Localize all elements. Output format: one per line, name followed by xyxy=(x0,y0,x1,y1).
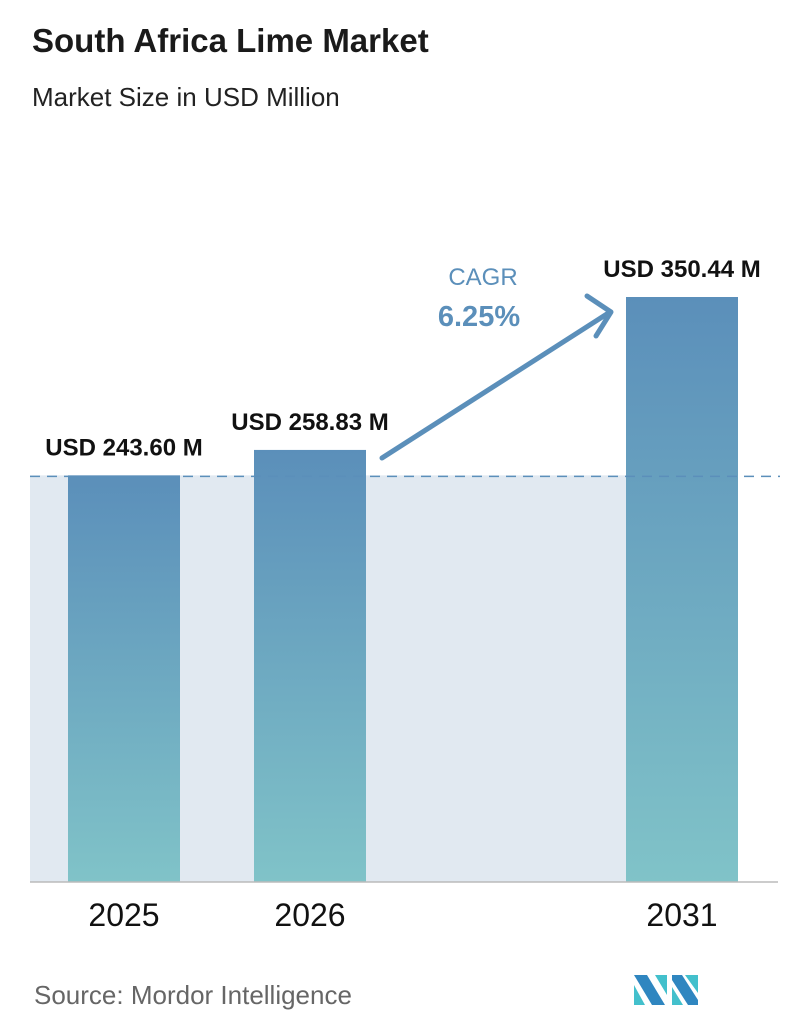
x-tick-label-2031: 2031 xyxy=(646,897,717,933)
x-tick-label-2026: 2026 xyxy=(274,897,345,933)
chart-title: South Africa Lime Market xyxy=(32,22,429,59)
mordor-logo xyxy=(634,975,698,1005)
source-note: Source: Mordor Intelligence xyxy=(34,980,352,1010)
chart-subtitle: Market Size in USD Million xyxy=(32,82,340,112)
bar-2031 xyxy=(626,297,738,882)
cagr-arrow xyxy=(379,293,614,461)
bar-2026 xyxy=(254,449,366,882)
data-label-2031: USD 350.44 M xyxy=(603,256,760,283)
cagr-label: CAGR xyxy=(448,264,517,291)
cagr-value: 6.25% xyxy=(438,301,520,333)
bar-2025 xyxy=(68,475,180,882)
data-label-2026: USD 258.83 M xyxy=(231,409,388,436)
data-label-2025: USD 243.60 M xyxy=(45,434,202,461)
x-tick-label-2025: 2025 xyxy=(88,897,159,933)
